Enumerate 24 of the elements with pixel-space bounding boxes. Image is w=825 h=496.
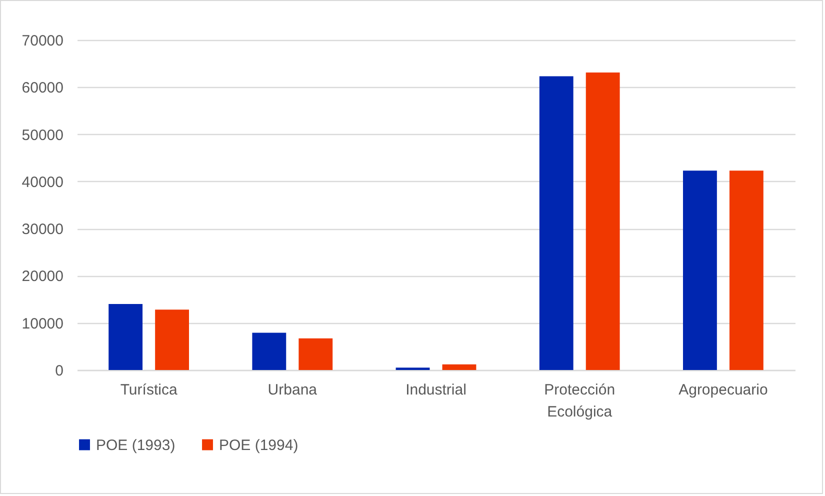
- bar: [252, 332, 286, 370]
- y-tick-label: 50000: [22, 126, 64, 144]
- y-tick-label: 0: [55, 362, 64, 380]
- y-tick-label: 20000: [22, 268, 64, 286]
- bar: [155, 310, 189, 370]
- bar: [683, 170, 717, 370]
- bar: [298, 338, 333, 370]
- x-tick-label: Industrial: [406, 382, 466, 398]
- y-tick-label: 10000: [22, 315, 64, 332]
- y-tick-label: 30000: [22, 221, 64, 238]
- x-tick-label: Protección Ecológica: [544, 382, 616, 420]
- x-tick-label: Agropecuario: [678, 382, 768, 398]
- y-tick-label: 70000: [22, 32, 64, 50]
- bar: [729, 170, 764, 370]
- bar: [586, 72, 620, 370]
- y-tick-label: 60000: [22, 80, 64, 97]
- legend-label: POE (1994): [219, 436, 298, 454]
- bar: [442, 364, 476, 370]
- x-tick-label: Turística: [120, 382, 178, 398]
- y-tick-label: 40000: [22, 174, 64, 191]
- legend-label: POE (1993): [96, 436, 176, 454]
- x-tick-label: Urbana: [268, 382, 318, 398]
- bar: [108, 304, 143, 370]
- bar: [539, 76, 574, 370]
